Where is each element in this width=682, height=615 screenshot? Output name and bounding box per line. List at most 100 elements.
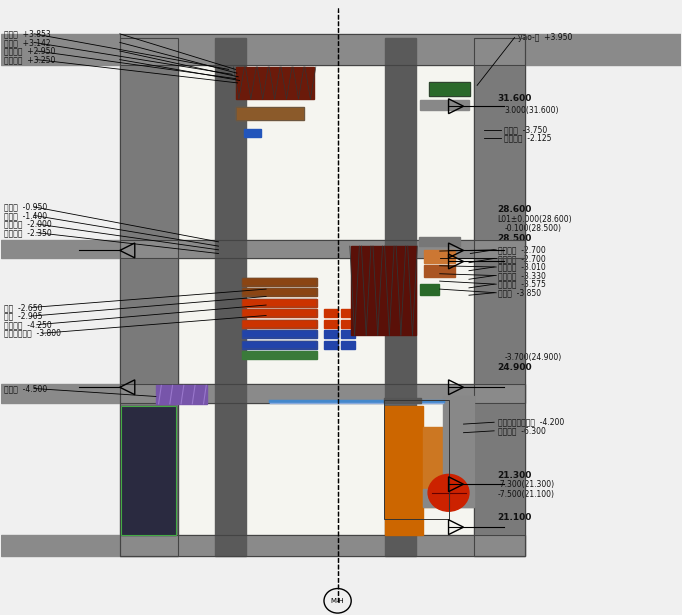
Bar (324, 309, 338, 317)
Bar (385, 38, 416, 556)
Bar (416, 403, 474, 534)
Text: 污水管  -4.500: 污水管 -4.500 (4, 384, 47, 393)
Text: 弱电桥架  -3.010: 弱电桥架 -3.010 (498, 263, 546, 271)
Bar (120, 534, 524, 556)
Text: -0.100(28.500): -0.100(28.500) (505, 224, 561, 234)
Text: 排烟风管  -3.575: 排烟风管 -3.575 (498, 280, 546, 288)
Bar (242, 299, 317, 307)
Text: 送风管  -3.850: 送风管 -3.850 (498, 288, 541, 297)
Bar (246, 65, 385, 240)
Text: 28.500: 28.500 (498, 234, 532, 244)
Bar (120, 534, 524, 556)
Bar (235, 67, 314, 99)
Text: -7.300(21.300): -7.300(21.300) (498, 480, 554, 489)
Bar (242, 320, 317, 328)
Text: yao-棁  +3.950: yao-棁 +3.950 (518, 33, 572, 42)
Bar (1, 34, 120, 65)
Bar (423, 488, 474, 507)
Bar (215, 38, 246, 556)
Text: 24.900: 24.900 (498, 362, 532, 371)
Bar (474, 38, 524, 556)
Text: 送风管  -0.950: 送风管 -0.950 (4, 202, 47, 212)
Bar (443, 397, 474, 507)
Bar (1, 534, 120, 556)
Bar (430, 82, 471, 96)
Bar (242, 330, 317, 338)
Text: -3.700(24.900): -3.700(24.900) (505, 353, 561, 362)
Bar (242, 341, 317, 349)
Bar (430, 82, 471, 96)
Bar (341, 309, 355, 317)
Bar (242, 288, 317, 296)
Bar (474, 38, 524, 556)
Text: 28.600: 28.600 (498, 205, 532, 214)
Text: 消火栖给水管  -3.800: 消火栖给水管 -3.800 (4, 329, 61, 338)
Bar (121, 406, 176, 534)
Text: -7.500(21.100): -7.500(21.100) (498, 490, 554, 499)
Text: 送风管  -1.400: 送风管 -1.400 (4, 211, 47, 220)
Text: M-H: M-H (331, 598, 344, 604)
Bar (1, 240, 120, 258)
Bar (385, 406, 423, 534)
Bar (242, 320, 317, 328)
Bar (420, 100, 469, 110)
Bar (156, 386, 207, 404)
Bar (419, 237, 460, 246)
Bar (244, 129, 261, 137)
Bar (242, 341, 317, 349)
Bar (242, 309, 317, 317)
Text: 母线  -2.905: 母线 -2.905 (4, 312, 42, 320)
Bar (242, 309, 317, 317)
Bar (246, 403, 385, 534)
Bar (324, 341, 338, 349)
Circle shape (428, 474, 469, 511)
Bar (1, 384, 120, 403)
Text: 21.300: 21.300 (498, 471, 532, 480)
Text: 加压送风  -4.250: 加压送风 -4.250 (4, 320, 52, 329)
Bar (120, 38, 177, 556)
Text: 弱电桥架  -3.330: 弱电桥架 -3.330 (498, 271, 546, 280)
Bar (424, 250, 455, 263)
Text: 强电桥架  -2.350: 强电桥架 -2.350 (4, 228, 52, 237)
Bar (324, 320, 338, 328)
Bar (424, 264, 455, 277)
Text: 31.600: 31.600 (498, 94, 532, 103)
Bar (120, 34, 524, 65)
Text: 排烟风管  -6.300: 排烟风管 -6.300 (498, 426, 546, 435)
Bar (324, 330, 338, 338)
Bar (423, 427, 450, 507)
Bar (246, 258, 385, 384)
Text: 空调冷热水回水管  -4.200: 空调冷热水回水管 -4.200 (498, 418, 564, 427)
Bar (242, 299, 317, 307)
Text: 自动喜洒  +2.950: 自动喜洒 +2.950 (4, 47, 55, 55)
Bar (177, 403, 215, 534)
Bar (524, 34, 681, 65)
Bar (177, 65, 215, 240)
Bar (120, 384, 524, 403)
Bar (235, 107, 303, 121)
Text: 21.100: 21.100 (498, 514, 532, 523)
Bar (242, 278, 317, 286)
Bar (351, 246, 416, 335)
Text: 排烟风管  -2.125: 排烟风管 -2.125 (505, 133, 552, 143)
Bar (420, 284, 439, 295)
Bar (341, 330, 355, 338)
Bar (177, 258, 215, 384)
Bar (242, 330, 317, 338)
Bar (120, 240, 524, 258)
Text: 强电桥架  -2.000: 强电桥架 -2.000 (4, 220, 52, 229)
Text: L01±0.000(28.600): L01±0.000(28.600) (498, 215, 572, 224)
Bar (120, 384, 524, 403)
Bar (416, 65, 474, 240)
Bar (235, 107, 303, 121)
Text: 弱电桥架  +3.250: 弱电桥架 +3.250 (4, 55, 55, 64)
Text: 送风管  -3.750: 送风管 -3.750 (505, 125, 548, 134)
Bar (341, 320, 355, 328)
Text: 强电桥架  -2.700: 强电桥架 -2.700 (498, 254, 546, 263)
Bar (120, 34, 524, 65)
Text: 送风管  +3.853: 送风管 +3.853 (4, 30, 51, 38)
Bar (120, 38, 177, 556)
Bar (121, 406, 176, 534)
Text: 送风管  +3.142: 送风管 +3.142 (4, 38, 50, 47)
Text: 3.000(31.600): 3.000(31.600) (505, 106, 559, 115)
